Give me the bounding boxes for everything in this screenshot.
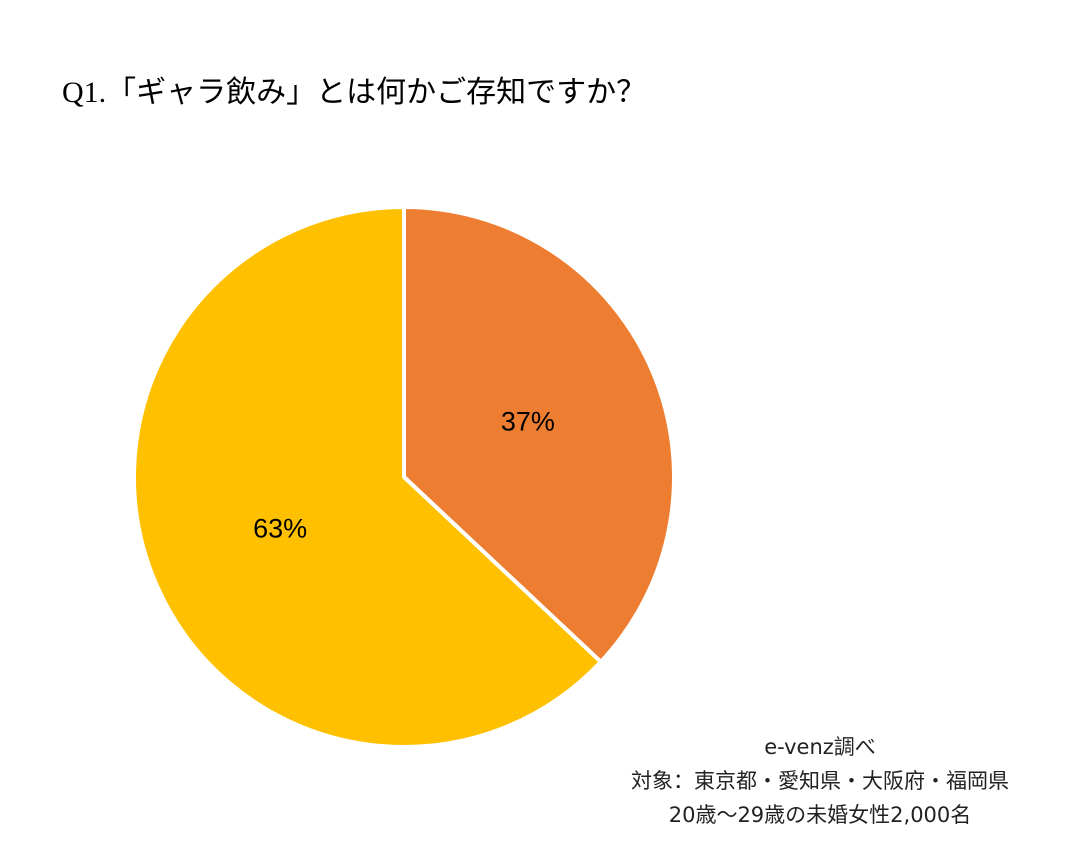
pie-slice [132,205,603,749]
data-label: 63% [253,514,307,544]
data-label: 37% [501,407,555,437]
source-note: 対象：東京都・愛知県・大阪府・福岡県 [631,769,1009,793]
chart-title: Q1.「ギャラ飲み」とは何かご存知ですか？ [62,76,646,109]
pie-slice [402,205,676,664]
source-note: e-venz調べ [764,735,876,759]
source-note: 20歳〜29歳の未婚女性2,000名 [669,803,972,827]
